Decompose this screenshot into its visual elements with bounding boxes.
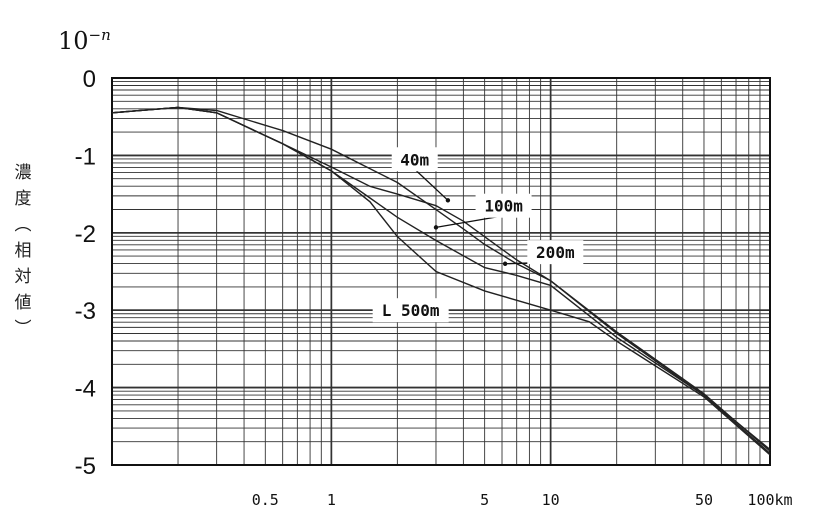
annotation-arrowhead	[433, 225, 439, 230]
y-tick-label: -1	[75, 143, 96, 170]
y-axis-label-char: 濃	[14, 163, 32, 183]
annotation-arrowhead	[445, 198, 451, 203]
x-tick-label: 0.5	[252, 491, 279, 509]
y-axis-label-char: ︶	[14, 319, 32, 339]
annotation-box	[475, 193, 532, 218]
plot-frame	[111, 77, 771, 466]
y-axis-label-char: 対	[14, 267, 32, 287]
annotation-box	[391, 147, 438, 172]
y-tick-label: -4	[75, 376, 96, 403]
annotation-leader	[414, 168, 449, 201]
chart-annotations: 40m 100m 200m L 500m	[372, 147, 584, 323]
series-line	[111, 106, 771, 451]
series-label: 200m	[536, 243, 575, 262]
annotation-box	[372, 298, 449, 323]
y-tick-label: -3	[75, 298, 96, 325]
y-axis-label-char: 度	[14, 189, 32, 209]
series-line	[111, 106, 771, 456]
x-tick-label: 100km	[747, 491, 792, 509]
chart-grid	[111, 77, 771, 466]
chart-series	[111, 106, 771, 456]
y-axis-label-char: ︵	[14, 215, 32, 235]
series-label: L 500m	[382, 301, 440, 320]
y-axis-label-char: 値	[14, 293, 32, 313]
annotation-arrowhead	[502, 261, 508, 266]
y-axis-label: 濃 度 ︵ 相 対 値 ︶	[10, 160, 36, 342]
x-tick-label: 10	[542, 491, 560, 509]
y-axis-label-char: 相	[14, 241, 32, 261]
x-tick-label: 5	[480, 491, 489, 509]
x-tick-label: 1	[327, 491, 336, 509]
chart-ticks: 0 -1 -2 -3 -4 -5 0.5 1 5 10 50 100km	[75, 66, 793, 509]
series-label: 100m	[484, 197, 523, 216]
x-tick-label: 50	[695, 491, 713, 509]
annotation-box	[527, 240, 584, 265]
y-tick-label: -2	[75, 221, 96, 248]
y-tick-label: -5	[75, 453, 96, 480]
series-label: 40m	[400, 150, 429, 169]
y-tick-label: 0	[83, 66, 96, 93]
power-of-ten-label: 10−n	[58, 26, 111, 55]
